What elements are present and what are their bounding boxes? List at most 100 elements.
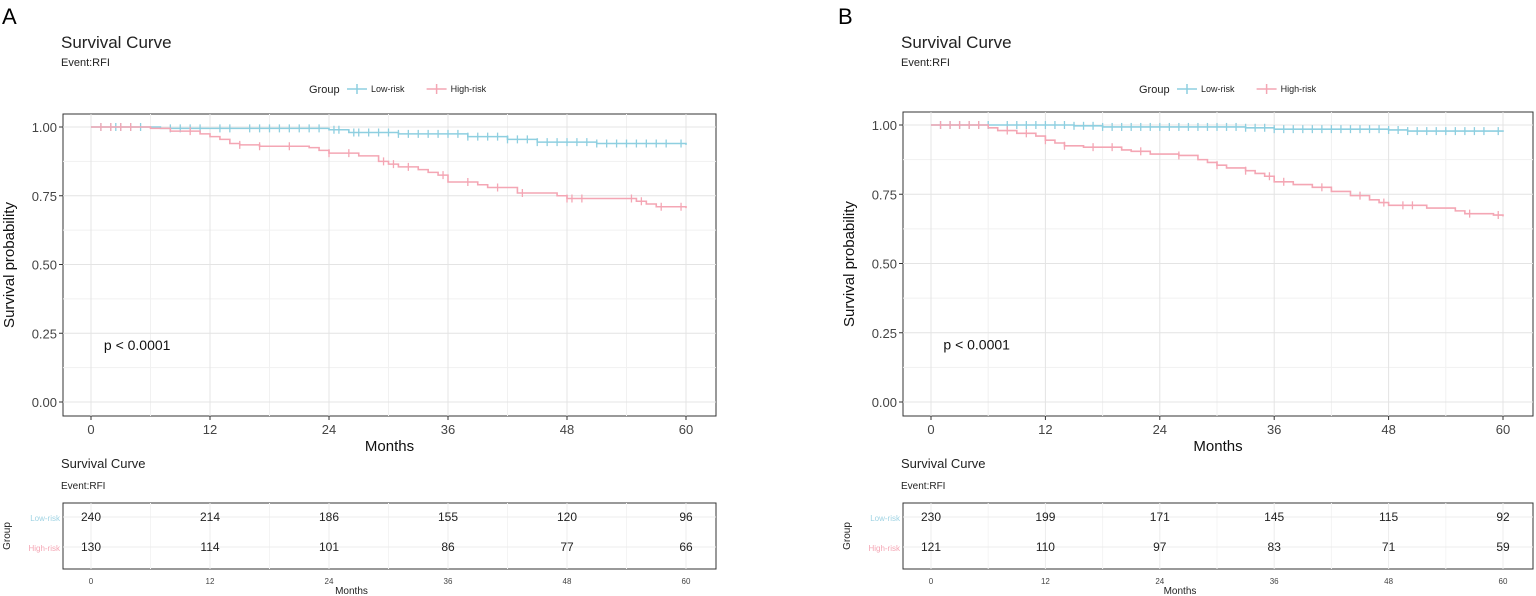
chart-subtitle: Event:RFI <box>61 57 110 69</box>
risk-table-count: 199 <box>1035 510 1055 524</box>
legend: Group Low-risk High-risk <box>309 84 487 96</box>
risk-table-x-tick: 36 <box>444 577 453 586</box>
y-tick-label: 0.25 <box>32 326 57 341</box>
x-axis-title: Months <box>1193 438 1242 455</box>
x-tick-label: 48 <box>560 422 574 437</box>
legend-label-low-risk: Low-risk <box>1201 84 1235 94</box>
risk-table-subtitle: Event:RFI <box>901 481 945 492</box>
risk-table-subtitle: Event:RFI <box>61 481 105 492</box>
risk-table-group-label: High-risk <box>28 544 61 553</box>
risk-table-x-tick: 48 <box>563 577 572 586</box>
survival-curve-high-risk <box>931 124 1504 217</box>
x-tick-label: 12 <box>203 422 217 437</box>
risk-table-frame <box>62 502 717 570</box>
risk-table-count: 77 <box>560 540 574 554</box>
x-tick-label: 60 <box>679 422 693 437</box>
x-tick-label: 24 <box>322 422 336 437</box>
risk-table-x-tick: 0 <box>929 577 934 586</box>
chart-subtitle: Event:RFI <box>901 57 950 69</box>
risk-table-count: 186 <box>319 510 339 524</box>
risk-table-frame <box>902 502 1534 570</box>
risk-table-x-tick: 0 <box>89 577 94 586</box>
x-tick-label: 12 <box>1038 422 1052 437</box>
chart-panel-a: A Survival Curve Event:RFI Group Low-risk Hig… <box>1 4 717 596</box>
x-tick-label: 36 <box>1267 422 1281 437</box>
risk-table-title: Survival Curve <box>901 456 986 471</box>
y-tick-label: 1.00 <box>32 120 57 135</box>
risk-table-x-tick: 60 <box>1499 577 1508 586</box>
risk-table-x-title: Months <box>1164 586 1197 596</box>
legend-label-high-risk: High-risk <box>451 84 487 94</box>
legend-label-high-risk: High-risk <box>1281 84 1317 94</box>
risk-table-count: 230 <box>921 510 941 524</box>
x-tick-label: 0 <box>87 422 94 437</box>
risk-table-x-tick: 36 <box>1270 577 1279 586</box>
y-tick-label: 1.00 <box>872 118 897 133</box>
risk-table-title: Survival Curve <box>61 456 146 471</box>
x-tick-label: 60 <box>1496 422 1510 437</box>
risk-table-count: 121 <box>921 540 941 554</box>
risk-table-count: 86 <box>441 540 455 554</box>
risk-table-x-tick: 24 <box>1155 577 1164 586</box>
plot-area: 0 12 24 36 48 60 0.00 0.25 0.50 0.75 1.00 <box>872 111 1534 437</box>
p-value-annotation: p < 0.0001 <box>943 336 1010 352</box>
risk-table-x-tick: 60 <box>682 577 691 586</box>
risk-table-count: 114 <box>200 540 219 554</box>
risk-table-count: 130 <box>81 540 101 554</box>
risk-table-count: 145 <box>1264 510 1284 524</box>
risk-table-count: 59 <box>1496 540 1510 554</box>
chart-title: Survival Curve <box>901 33 1012 52</box>
risk-table-group-label: Low-risk <box>870 514 901 523</box>
x-tick-label: 36 <box>441 422 455 437</box>
risk-table-y-title: Group <box>842 522 853 550</box>
risk-table-count: 171 <box>1150 510 1170 524</box>
risk-table: Survival Curve Event:RFI 0 12 24 36 48 60 Low-ri… <box>842 456 1534 596</box>
y-axis-title: Survival probability <box>1 202 18 328</box>
panel-letter: A <box>2 4 17 29</box>
y-axis-title: Survival probability <box>841 201 858 327</box>
risk-table-count: 83 <box>1268 540 1282 554</box>
series-high-risk <box>91 123 687 211</box>
risk-table-group-label: Low-risk <box>30 514 61 523</box>
risk-table: Survival Curve Event:RFI 0 12 24 36 48 60 Low-ri… <box>2 456 717 596</box>
risk-table-count: 101 <box>319 540 339 554</box>
panel-letter: B <box>838 4 853 29</box>
risk-table-count: 110 <box>1036 540 1055 554</box>
risk-table-x-tick: 48 <box>1384 577 1393 586</box>
risk-table-x-tick: 12 <box>206 577 215 586</box>
y-tick-label: 0.25 <box>872 326 897 341</box>
risk-table-count: 120 <box>557 510 577 524</box>
x-tick-label: 0 <box>927 422 934 437</box>
y-tick-label: 0.50 <box>872 257 897 272</box>
risk-table-group-label: High-risk <box>868 544 901 553</box>
y-tick-label: 0.00 <box>32 395 57 410</box>
y-tick-label: 0.50 <box>32 258 57 273</box>
risk-table-count: 240 <box>81 510 101 524</box>
risk-table-x-tick: 24 <box>325 577 334 586</box>
legend-label-low-risk: Low-risk <box>371 84 405 94</box>
x-tick-label: 48 <box>1381 422 1395 437</box>
y-tick-label: 0.00 <box>872 395 897 410</box>
chart-title: Survival Curve <box>61 33 172 52</box>
legend: Group Low-risk High-risk <box>1139 84 1317 96</box>
risk-table-count: 96 <box>679 510 693 524</box>
risk-table-count: 92 <box>1496 510 1510 524</box>
risk-table-count: 155 <box>438 510 458 524</box>
risk-table-count: 71 <box>1382 540 1396 554</box>
p-value-annotation: p < 0.0001 <box>104 337 171 353</box>
x-axis-title: Months <box>365 438 414 455</box>
plot-area: 0 12 24 36 48 60 0.00 0.25 0.50 0.75 1.00 <box>32 113 717 437</box>
legend-title: Group <box>309 84 340 96</box>
risk-table-count: 214 <box>200 510 220 524</box>
risk-table-count: 115 <box>1379 510 1398 524</box>
risk-table-y-title: Group <box>2 522 13 550</box>
risk-table-x-title: Months <box>335 586 368 596</box>
series-high-risk <box>931 121 1504 220</box>
risk-table-count: 97 <box>1153 540 1167 554</box>
chart-panel-b: B Survival Curve Event:RFI Group Low-risk Hig… <box>838 4 1534 596</box>
y-tick-label: 0.75 <box>872 187 897 202</box>
risk-table-count: 66 <box>679 540 693 554</box>
legend-title: Group <box>1139 84 1170 96</box>
risk-table-x-tick: 12 <box>1041 577 1050 586</box>
